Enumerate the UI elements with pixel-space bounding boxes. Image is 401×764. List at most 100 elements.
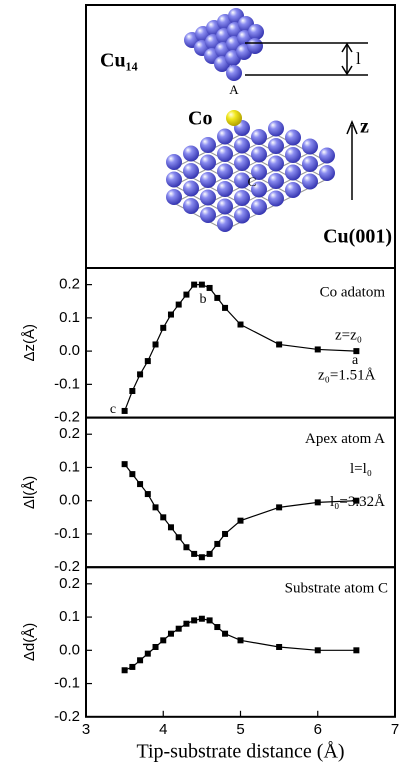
data-marker [222, 531, 228, 537]
data-marker [315, 346, 321, 352]
cu-atom [302, 139, 318, 155]
data-marker [222, 305, 228, 311]
annotation: b [200, 292, 207, 307]
data-marker [168, 631, 174, 637]
data-marker [153, 644, 159, 650]
cu-atom [200, 155, 216, 171]
cu-atom [302, 174, 318, 190]
data-marker [353, 498, 359, 504]
data-marker [276, 504, 282, 510]
data-marker [199, 554, 205, 560]
y-tick-label: -0.2 [54, 558, 80, 575]
data-marker [191, 551, 197, 557]
cu-atom [183, 181, 199, 197]
data-marker [315, 499, 321, 505]
data-marker [191, 617, 197, 623]
data-marker [276, 341, 282, 347]
annotation: c [110, 402, 116, 417]
cu-atom [217, 181, 233, 197]
x-axis-label: Tip-substrate distance (Å) [136, 740, 344, 762]
cu-atom [268, 173, 284, 189]
cu-atom [251, 147, 267, 163]
z-label: z [360, 116, 369, 138]
data-marker [137, 481, 143, 487]
cu-atom [248, 24, 264, 40]
cu-atom [251, 129, 267, 145]
data-marker [176, 302, 182, 308]
adatom-label: Co [188, 108, 212, 130]
data-line [125, 619, 357, 671]
data-marker [207, 617, 213, 623]
y-tick-label: -0.1 [54, 675, 80, 692]
data-marker [160, 514, 166, 520]
figure: Cu₁₄ A Co z C Cu(001) l -0.2-0.10.00.10.… [0, 0, 401, 764]
y-axis-label: Δz(Å) [21, 324, 38, 362]
y-axis-label: Δl(Å) [21, 476, 38, 509]
page: Cu₁₄ A Co z C Cu(001) l -0.2-0.10.00.10.… [0, 0, 401, 764]
annotation: z=z₀ [335, 327, 362, 343]
cu-atom [268, 191, 284, 207]
y-tick-label: -0.1 [54, 375, 80, 392]
data-marker [137, 657, 143, 663]
cu-atom [234, 155, 250, 171]
cu-atom [251, 199, 267, 215]
apex-label: A [229, 82, 239, 97]
data-marker [176, 626, 182, 632]
y-tick-label: 0.1 [59, 458, 80, 475]
annotation: Co adatom [320, 284, 386, 300]
data-marker [122, 408, 128, 414]
cu-atom [319, 165, 335, 181]
data-marker [145, 491, 151, 497]
l-label: l [356, 49, 361, 68]
data-marker [238, 518, 244, 524]
data-marker [207, 551, 213, 557]
x-tick-label: 6 [314, 721, 322, 738]
cu-atom [234, 138, 250, 154]
cu-atom [268, 121, 284, 137]
data-marker [183, 544, 189, 550]
x-tick-label: 7 [391, 721, 399, 738]
y-tick-label: 0.2 [59, 276, 80, 293]
cu-atom [234, 208, 250, 224]
data-marker [183, 292, 189, 298]
y-tick-label: 0.0 [59, 492, 80, 509]
data-marker [145, 651, 151, 657]
cu-atom [226, 65, 242, 81]
y-axis-label: Δd(Å) [21, 623, 38, 661]
y-tick-label: 0.0 [59, 342, 80, 359]
co-atom [226, 110, 242, 126]
x-tick-label: 4 [159, 721, 167, 738]
data-marker [129, 471, 135, 477]
y-tick-label: 0.1 [59, 608, 80, 625]
annotation: a [352, 353, 359, 368]
cu-atom [217, 164, 233, 180]
cu-atom [268, 156, 284, 172]
cu-atom [217, 129, 233, 145]
data-marker [168, 524, 174, 530]
cu-atom [285, 182, 301, 198]
cu-atom [217, 199, 233, 215]
data-marker [199, 616, 205, 622]
data-marker [129, 388, 135, 394]
data-marker [129, 664, 135, 670]
data-marker [153, 341, 159, 347]
c-label: C [248, 174, 257, 189]
data-marker [160, 637, 166, 643]
y-tick-label: -0.1 [54, 525, 80, 542]
data-marker [207, 285, 213, 291]
data-marker [137, 371, 143, 377]
cu-atom [268, 138, 284, 154]
data-marker [222, 631, 228, 637]
annotation: Apex atom A [305, 431, 385, 447]
y-tick-label: -0.2 [54, 708, 80, 725]
y-tick-label: 0.1 [59, 309, 80, 326]
annotation: Substrate atom C [285, 581, 388, 597]
substrate-label: Cu(001) [323, 226, 392, 248]
data-marker [153, 504, 159, 510]
data-marker [183, 621, 189, 627]
data-line [125, 285, 357, 411]
data-marker [145, 358, 151, 364]
cu-atom [166, 154, 182, 170]
charts: -0.2-0.10.00.10.2Δz(Å)Co adatomz=z₀z₀=1.… [21, 268, 399, 762]
cu-atom [200, 190, 216, 206]
